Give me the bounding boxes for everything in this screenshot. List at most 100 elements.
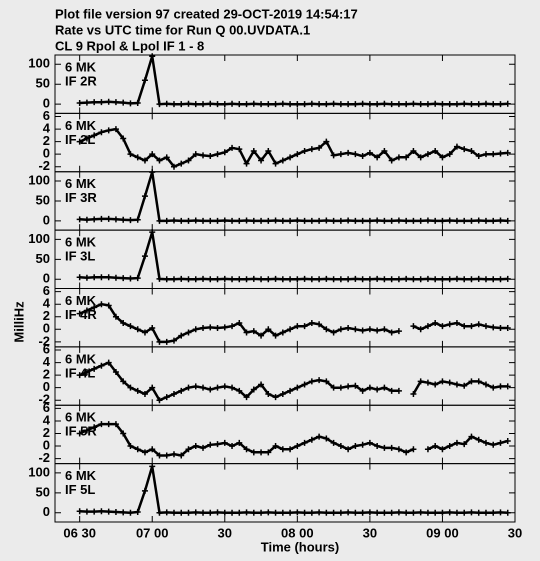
rate-point bbox=[214, 276, 221, 283]
rate-point bbox=[192, 383, 199, 390]
rate-point bbox=[403, 101, 410, 108]
rate-point bbox=[83, 135, 90, 142]
rate-point bbox=[105, 508, 112, 515]
rate-point bbox=[149, 325, 156, 332]
rate-point bbox=[192, 217, 199, 224]
rate-point bbox=[301, 275, 308, 282]
rate-point bbox=[272, 443, 279, 450]
rate-point bbox=[403, 449, 410, 456]
rate-point bbox=[453, 320, 460, 327]
rate-point bbox=[395, 446, 402, 453]
rate-point bbox=[112, 274, 119, 281]
rate-point bbox=[359, 276, 366, 283]
rate-point bbox=[439, 154, 446, 161]
rate-point bbox=[345, 446, 352, 453]
rate-point bbox=[468, 323, 475, 330]
rate-point bbox=[461, 382, 468, 389]
rate-point bbox=[497, 509, 504, 516]
rate-point bbox=[504, 217, 511, 224]
rate-point bbox=[308, 100, 315, 107]
rate-point bbox=[120, 320, 127, 327]
panel-label: IF 5L bbox=[65, 482, 95, 497]
rate-point bbox=[265, 326, 272, 333]
rate-point bbox=[461, 509, 468, 516]
rate-point bbox=[323, 435, 330, 442]
rate-point bbox=[410, 148, 417, 155]
y-tick-label: 50 bbox=[36, 76, 50, 91]
rate-point bbox=[410, 276, 417, 283]
rate-point bbox=[453, 439, 460, 446]
title-line: Plot file version 97 created 29-OCT-2019… bbox=[55, 6, 358, 21]
rate-point bbox=[279, 329, 286, 336]
y-tick-label: 2 bbox=[43, 367, 50, 382]
rate-point bbox=[112, 126, 119, 133]
rate-point bbox=[388, 157, 395, 164]
rate-point bbox=[504, 275, 511, 282]
rate-point bbox=[366, 439, 373, 446]
rate-point bbox=[192, 151, 199, 158]
rate-point bbox=[214, 217, 221, 224]
rate-point bbox=[323, 275, 330, 282]
rate-point bbox=[417, 154, 424, 161]
rate-point bbox=[453, 217, 460, 224]
rate-point bbox=[381, 217, 388, 224]
rate-point bbox=[330, 329, 337, 336]
rate-point bbox=[156, 509, 163, 516]
rate-point bbox=[497, 150, 504, 157]
rate-point bbox=[229, 384, 236, 391]
rate-point bbox=[141, 487, 148, 494]
rate-point bbox=[446, 276, 453, 283]
rate-point bbox=[366, 276, 373, 283]
rate-point bbox=[236, 509, 243, 516]
rate-point bbox=[163, 338, 170, 345]
rate-point bbox=[424, 217, 431, 224]
rate-point bbox=[250, 100, 257, 107]
rate-point bbox=[301, 439, 308, 446]
y-tick-label: 0 bbox=[43, 271, 50, 286]
rate-point bbox=[395, 217, 402, 224]
rate-point bbox=[308, 217, 315, 224]
rate-point bbox=[120, 378, 127, 385]
rate-point bbox=[149, 151, 156, 158]
rate-point bbox=[170, 509, 177, 516]
rate-point bbox=[229, 276, 236, 283]
y-tick-label: -2 bbox=[38, 392, 50, 407]
rate-point bbox=[468, 276, 475, 283]
rate-point bbox=[120, 430, 127, 437]
rate-point bbox=[374, 154, 381, 161]
rate-point bbox=[395, 101, 402, 108]
x-tick-label: 30 bbox=[363, 525, 377, 540]
rate-point bbox=[439, 101, 446, 108]
rate-point bbox=[424, 379, 431, 386]
y-tick-label: 100 bbox=[28, 231, 50, 246]
rate-point bbox=[178, 217, 185, 224]
rate-point bbox=[105, 274, 112, 281]
rate-point bbox=[374, 386, 381, 393]
rate-point bbox=[258, 332, 265, 339]
rate-point bbox=[352, 443, 359, 450]
rate-point bbox=[258, 217, 265, 224]
rate-point bbox=[366, 509, 373, 516]
rate-point bbox=[432, 100, 439, 107]
rate-point bbox=[156, 157, 163, 164]
rate-point bbox=[337, 151, 344, 158]
x-tick-label: 08 00 bbox=[281, 525, 314, 540]
rate-point bbox=[359, 100, 366, 107]
rate-point bbox=[475, 378, 482, 385]
rate-point bbox=[207, 441, 214, 448]
rate-point bbox=[258, 101, 265, 108]
rate-point bbox=[497, 383, 504, 390]
rate-point bbox=[207, 153, 214, 160]
rate-point bbox=[482, 217, 489, 224]
rate-point bbox=[192, 101, 199, 108]
rate-point bbox=[214, 384, 221, 391]
rate-point bbox=[192, 276, 199, 283]
rate-point bbox=[403, 217, 410, 224]
rate-point bbox=[482, 276, 489, 283]
rate-point bbox=[83, 427, 90, 434]
rate-point bbox=[250, 449, 257, 456]
panel-label: IF 5R bbox=[65, 424, 97, 439]
y-axis-label: MilliHz bbox=[11, 301, 26, 343]
rate-point bbox=[214, 101, 221, 108]
y-tick-label: 6 bbox=[43, 400, 50, 415]
